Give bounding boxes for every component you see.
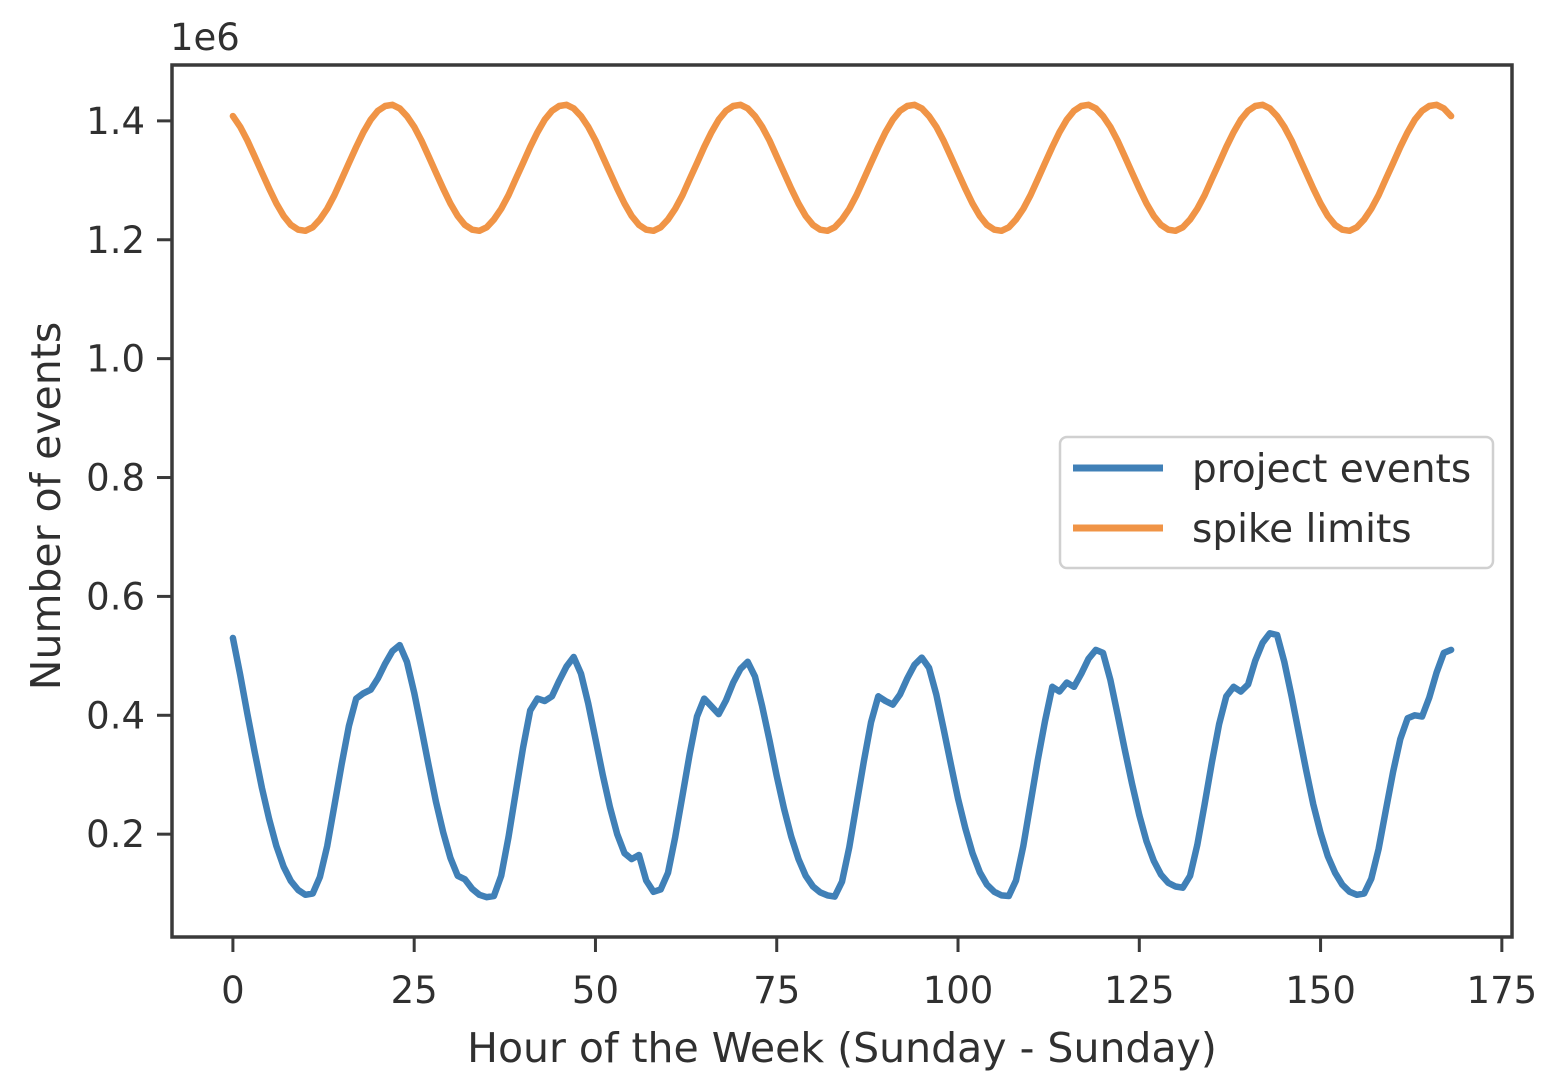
x-axis-ticks: 0 25 50 75 100 125 150 175: [221, 937, 1537, 1012]
y-axis-offset-label: 1e6: [170, 16, 240, 59]
x-tick-label: 25: [391, 969, 438, 1012]
legend-label-project-events: project events: [1192, 447, 1471, 492]
legend-box: [1058, 435, 1495, 570]
x-tick-label: 0: [221, 969, 245, 1012]
x-tick-label: 125: [1104, 969, 1175, 1012]
x-axis-title: Hour of the Week (Sunday - Sunday): [467, 1024, 1217, 1072]
x-tick-label: 100: [923, 969, 994, 1012]
y-tick-label: 1.2: [86, 219, 145, 262]
y-tick-label: 0.2: [86, 813, 145, 856]
y-tick-label: 0.8: [86, 457, 145, 500]
y-axis-title: Number of events: [22, 321, 70, 691]
plot-frame: [170, 63, 1514, 939]
project-events-line: [229, 630, 1455, 901]
y-axis-ticks: 0.2 0.4 0.6 0.8 1.0 1.2 1.4: [86, 100, 172, 856]
x-tick-label: 175: [1467, 969, 1538, 1012]
x-tick-label: 50: [572, 969, 619, 1012]
x-tick-label: 75: [753, 969, 800, 1012]
y-tick-label: 0.4: [86, 694, 145, 737]
legend-label-spike-limits: spike limits: [1192, 507, 1412, 552]
y-tick-label: 1.0: [86, 338, 145, 381]
legend: project events spike limits: [1058, 435, 1495, 570]
x-tick-label: 150: [1285, 969, 1356, 1012]
y-tick-label: 1.4: [86, 100, 145, 143]
spike-limits-line: [229, 101, 1455, 235]
y-tick-label: 0.6: [86, 575, 145, 618]
